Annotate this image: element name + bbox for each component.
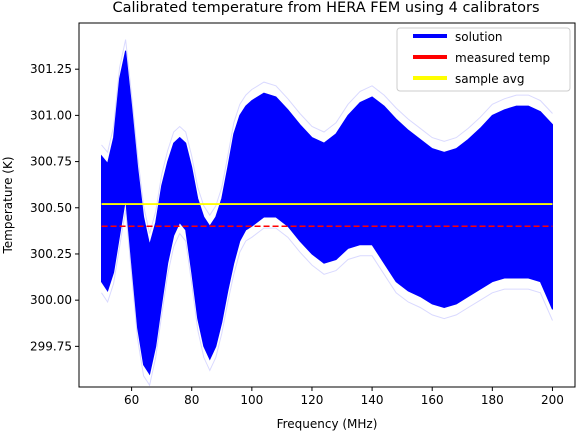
x-tick-label: 180 (481, 393, 504, 407)
x-tick-label: 120 (301, 393, 324, 407)
legend-label-measured-temp: measured temp (455, 51, 550, 65)
x-tick-label: 80 (184, 393, 199, 407)
chart-title: Calibrated temperature from HERA FEM usi… (113, 0, 540, 16)
x-tick-label: 160 (421, 393, 444, 407)
legend-frame (396, 27, 571, 92)
plot-area (101, 39, 553, 387)
y-tick-label: 301.00 (30, 108, 72, 122)
y-tick-label: 301.25 (30, 62, 72, 76)
plot-frame (78, 22, 576, 388)
legend-label-sample-avg: sample avg (455, 72, 525, 86)
legend: solution measured temp sample avg (396, 27, 571, 92)
x-tick-label: 200 (541, 393, 564, 407)
x-tick-label: 100 (240, 393, 263, 407)
legend-label-solution: solution (455, 30, 503, 44)
y-axis-label: Temperature (K) (1, 156, 15, 254)
x-tick-label: 60 (124, 393, 139, 407)
x-axis-label: Frequency (MHz) (277, 417, 378, 431)
y-axis: 299.75 300.00 300.25 300.50 300.75 301.00 301.… (30, 62, 79, 353)
solution-band (101, 50, 553, 376)
x-axis: 60 80 100 120 140 160 180 200 (124, 387, 564, 407)
solution-envelope-lower (101, 209, 553, 387)
y-tick-label: 300.00 (30, 293, 72, 307)
y-tick-label: 299.75 (30, 339, 72, 353)
x-tick-label: 140 (361, 393, 384, 407)
y-tick-label: 300.25 (30, 247, 72, 261)
y-tick-label: 300.75 (30, 155, 72, 169)
y-tick-label: 300.50 (30, 201, 72, 215)
